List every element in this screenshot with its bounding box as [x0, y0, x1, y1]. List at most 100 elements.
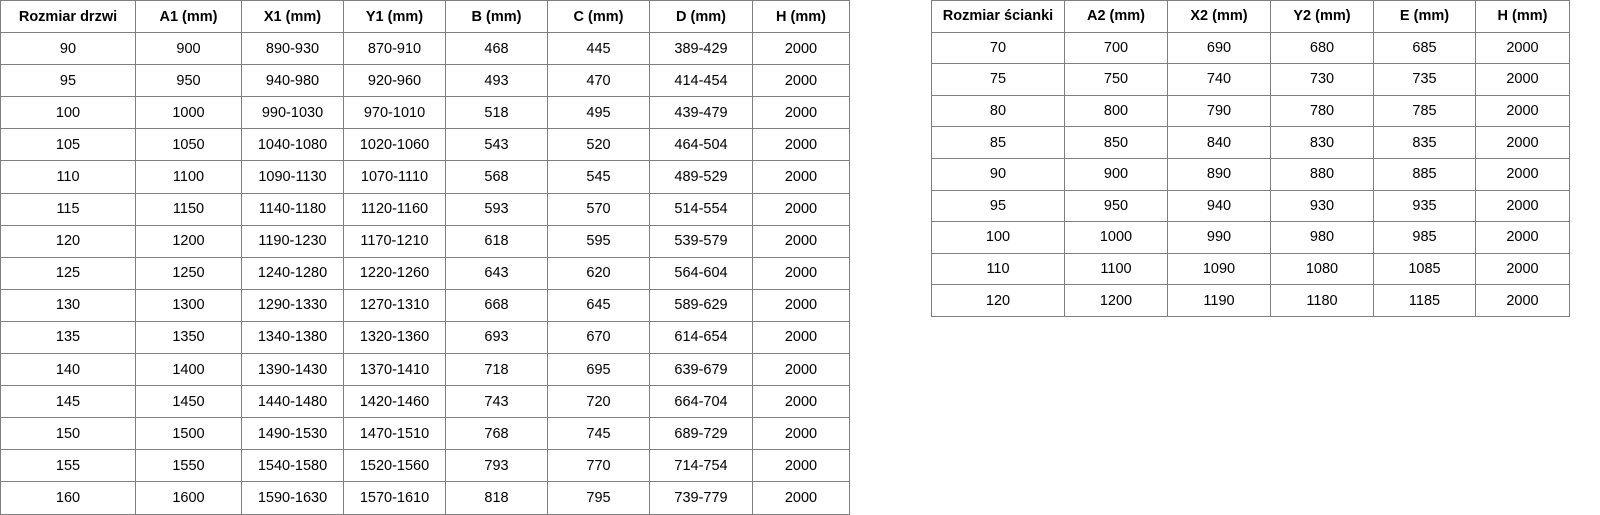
table-cell: 885: [1373, 157, 1476, 191]
table-cell: 2000: [752, 385, 850, 419]
table-header-row: Rozmiar drzwi A1 (mm) X1 (mm) Y1 (mm) B (mm)…: [0, 0, 850, 34]
table-row: 95 950 940 930 935 2000: [931, 189, 1570, 223]
table-row: 115 1150 1140-1180 1120-1160 593 570 514-554 20…: [0, 192, 850, 226]
table-cell: 1040-1080: [241, 128, 344, 162]
table-cell: 980: [1270, 221, 1374, 254]
door-table-column-header: X1 (mm): [241, 0, 344, 34]
table-cell: 1550: [135, 449, 242, 483]
door-table-column-header: Rozmiar drzwi: [0, 0, 136, 34]
table-cell: 110: [931, 252, 1065, 286]
wall-table-column-header: Rozmiar ścianki: [931, 0, 1065, 33]
table-cell: 745: [547, 417, 650, 451]
table-cell: 900: [135, 32, 242, 66]
table-cell: 990: [1167, 221, 1271, 254]
table-cell: 840: [1167, 126, 1271, 159]
table-cell: 2000: [752, 160, 850, 194]
wall-table-column-header: Y2 (mm): [1270, 0, 1374, 33]
table-row: 105 1050 1040-1080 1020-1060 543 520 464-504 20…: [0, 128, 850, 162]
table-cell: 593: [445, 192, 548, 226]
table-cell: 2000: [752, 288, 850, 322]
table-row: 95 950 940-980 920-960 493 470 414-454 2000: [0, 64, 850, 98]
table-cell: 689-729: [649, 417, 753, 451]
table-cell: 1200: [135, 224, 242, 258]
table-cell: 445: [547, 32, 650, 66]
door-size-table: Rozmiar drzwi A1 (mm) X1 (mm) Y1 (mm) B (mm)…: [0, 0, 850, 515]
table-cell: 2000: [752, 96, 850, 130]
table-row: 110 1100 1090-1130 1070-1110 568 545 489-529 20…: [0, 160, 850, 194]
table-cell: 150: [0, 417, 136, 451]
table-cell: 95: [0, 64, 136, 98]
table-cell: 1490-1530: [241, 417, 344, 451]
table-cell: 1300: [135, 288, 242, 322]
table-cell: 130: [0, 288, 136, 322]
table-cell: 155: [0, 449, 136, 483]
table-cell: 940: [1167, 189, 1271, 223]
wall-table-column-header: A2 (mm): [1064, 0, 1168, 33]
wall-panel-size-table: Rozmiar ścianki A2 (mm) X2 (mm) Y2 (mm) E (m…: [931, 0, 1570, 317]
table-cell: 850: [1064, 126, 1168, 159]
table-cell: 464-504: [649, 128, 753, 162]
table-cell: 2000: [1475, 221, 1570, 254]
table-cell: 664-704: [649, 385, 753, 419]
table-cell: 595: [547, 224, 650, 258]
table-cell: 70: [931, 31, 1065, 65]
table-cell: 920-960: [343, 64, 446, 98]
table-cell: 2000: [1475, 94, 1570, 128]
table-cell: 2000: [752, 64, 850, 98]
table-row: 80 800 790 780 785 2000: [931, 94, 1570, 128]
table-cell: 140: [0, 353, 136, 387]
table-cell: 75: [931, 63, 1065, 96]
table-cell: 1100: [135, 160, 242, 194]
table-cell: 668: [445, 288, 548, 322]
table-cell: 900: [1064, 157, 1168, 191]
door-table-header: Rozmiar drzwi A1 (mm) X1 (mm) Y1 (mm) B (mm)…: [0, 0, 850, 34]
table-header-row: Rozmiar ścianki A2 (mm) X2 (mm) Y2 (mm) E (m…: [931, 0, 1570, 33]
table-cell: 739-779: [649, 481, 753, 515]
table-cell: 570: [547, 192, 650, 226]
wall-table-body: 70 700 690 680 685 2000 75 750 740 730 735 2000 80 80…: [931, 31, 1570, 317]
table-cell: 870-910: [343, 32, 446, 66]
table-cell: 495: [547, 96, 650, 130]
table-cell: 539-579: [649, 224, 753, 258]
wall-table-header: Rozmiar ścianki A2 (mm) X2 (mm) Y2 (mm) E (m…: [931, 0, 1570, 33]
door-table-column-header: D (mm): [649, 0, 753, 34]
table-cell: 830: [1270, 126, 1374, 159]
door-table-body: 90 900 890-930 870-910 468 445 389-429 2000 95 95…: [0, 32, 850, 515]
table-cell: 950: [1064, 189, 1168, 223]
table-cell: 2000: [752, 128, 850, 162]
table-cell: 120: [931, 284, 1065, 317]
table-cell: 2000: [1475, 31, 1570, 65]
table-cell: 115: [0, 192, 136, 226]
table-cell: 2000: [752, 353, 850, 387]
table-cell: 110: [0, 160, 136, 194]
table-cell: 785: [1373, 94, 1476, 128]
door-table-column-header: A1 (mm): [135, 0, 242, 34]
table-cell: 2000: [1475, 63, 1570, 96]
table-cell: 643: [445, 256, 548, 290]
table-cell: 880: [1270, 157, 1374, 191]
table-cell: 85: [931, 126, 1065, 159]
door-table-column-header: B (mm): [445, 0, 548, 34]
table-cell: 1320-1360: [343, 320, 446, 355]
table-cell: 545: [547, 160, 650, 194]
table-cell: 1100: [1064, 252, 1168, 286]
table-cell: 1540-1580: [241, 449, 344, 483]
table-row: 145 1450 1440-1480 1420-1460 743 720 664-704 20…: [0, 385, 850, 419]
table-cell: 95: [931, 189, 1065, 223]
table-row: 70 700 690 680 685 2000: [931, 31, 1570, 65]
table-cell: 1290-1330: [241, 288, 344, 322]
table-cell: 1120-1160: [343, 192, 446, 226]
table-cell: 685: [1373, 31, 1476, 65]
table-cell: 514-554: [649, 192, 753, 226]
table-cell: 818: [445, 481, 548, 515]
table-cell: 589-629: [649, 288, 753, 322]
table-cell: 2000: [752, 256, 850, 290]
table-cell: 1200: [1064, 284, 1168, 317]
table-cell: 564-604: [649, 256, 753, 290]
table-cell: 985: [1373, 221, 1476, 254]
wall-table-column-header: H (mm): [1475, 0, 1570, 33]
table-row: 150 1500 1490-1530 1470-1510 768 745 689-729 20…: [0, 417, 850, 451]
table-row: 110 1100 1090 1080 1085 2000: [931, 252, 1570, 286]
table-cell: 389-429: [649, 32, 753, 66]
table-cell: 743: [445, 385, 548, 419]
